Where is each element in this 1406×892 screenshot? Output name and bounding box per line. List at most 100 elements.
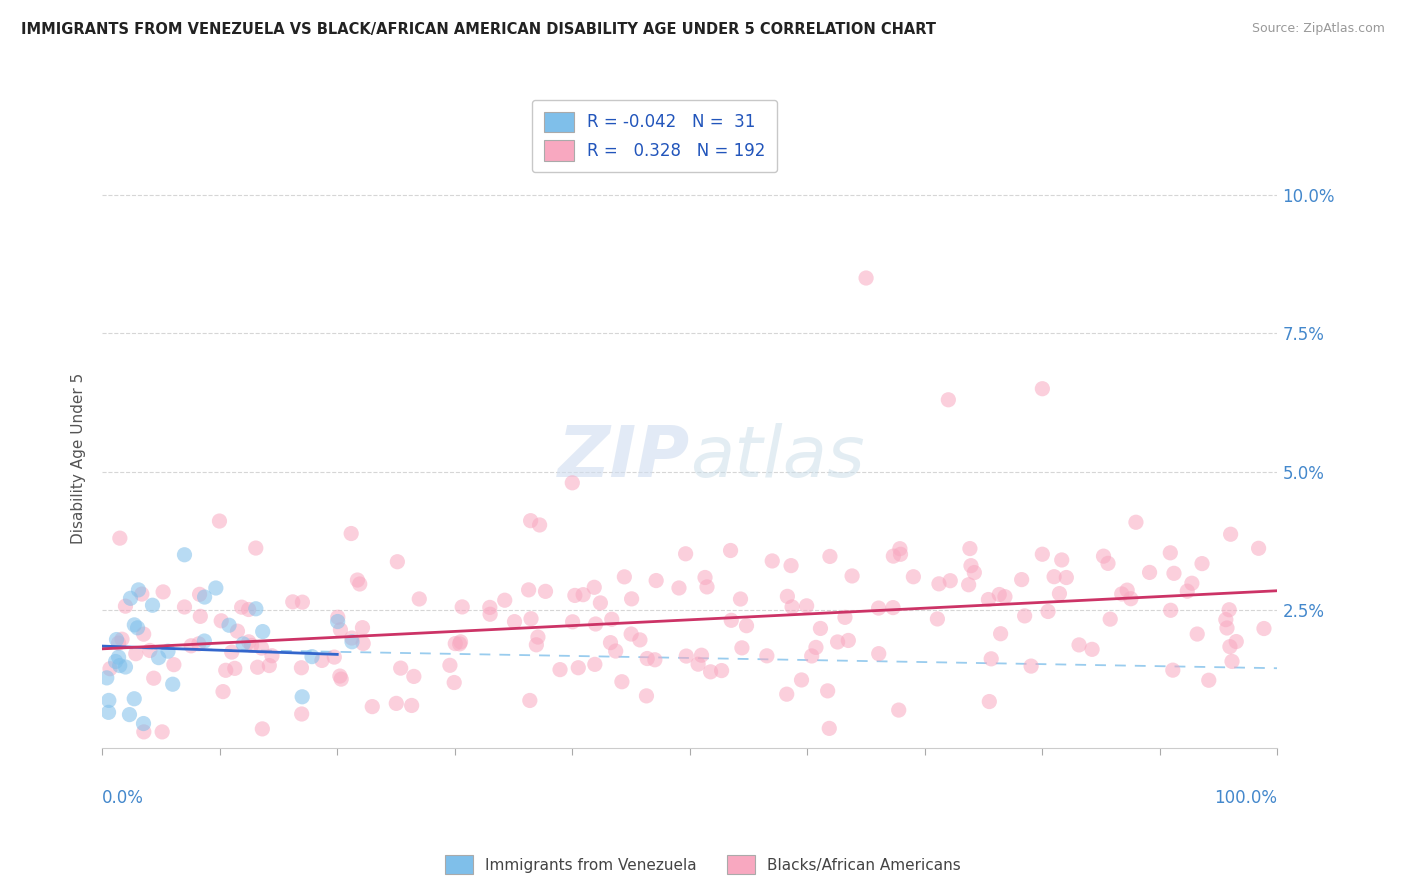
Point — [1019, 659, 1042, 673]
Point — [240, 639, 263, 653]
Point — [209, 614, 232, 628]
Point — [1111, 587, 1133, 601]
Point — [1054, 570, 1077, 584]
Point — [589, 596, 612, 610]
Point — [620, 591, 643, 606]
Point — [346, 573, 368, 587]
Point — [583, 580, 606, 594]
Point — [841, 569, 863, 583]
Point — [1014, 608, 1036, 623]
Point — [887, 703, 910, 717]
Point — [252, 624, 274, 639]
Point — [1097, 557, 1119, 571]
Point — [118, 707, 141, 722]
Point — [927, 612, 949, 626]
Point — [735, 618, 758, 632]
Point — [152, 585, 174, 599]
Point — [361, 699, 384, 714]
Point — [125, 647, 148, 661]
Text: IMMIGRANTS FROM VENEZUELA VS BLACK/AFRICAN AMERICAN DISABILITY AGE UNDER 5 CORRE: IMMIGRANTS FROM VENEZUELA VS BLACK/AFRIC… — [21, 22, 936, 37]
Point — [620, 627, 643, 641]
Point — [340, 526, 363, 541]
Point — [1159, 546, 1181, 560]
Point — [561, 475, 583, 490]
Point — [311, 653, 333, 667]
Text: Source: ZipAtlas.com: Source: ZipAtlas.com — [1251, 22, 1385, 36]
Point — [1191, 557, 1213, 571]
Point — [188, 587, 211, 601]
Point — [1163, 566, 1185, 581]
Point — [636, 651, 658, 665]
Point — [529, 518, 551, 533]
Point — [205, 581, 228, 595]
Point — [163, 657, 186, 672]
Point — [645, 574, 668, 588]
Point — [290, 661, 312, 675]
Point — [693, 570, 716, 584]
Point — [250, 641, 273, 656]
Point — [519, 693, 541, 707]
Point — [150, 724, 173, 739]
Point — [800, 648, 823, 663]
Point — [1049, 586, 1071, 600]
Point — [979, 694, 1001, 708]
Point — [1218, 603, 1240, 617]
Point — [120, 591, 142, 606]
Point — [479, 607, 502, 622]
Point — [97, 706, 120, 720]
Point — [527, 630, 550, 644]
Point — [776, 687, 799, 701]
Point — [98, 662, 121, 676]
Point — [868, 601, 890, 615]
Point — [939, 574, 962, 588]
Point — [599, 635, 621, 649]
Point — [1036, 605, 1059, 619]
Point — [401, 698, 423, 713]
Point — [710, 664, 733, 678]
Point — [323, 650, 346, 665]
Point — [731, 640, 754, 655]
Point — [688, 657, 710, 672]
Point — [519, 514, 541, 528]
Point — [583, 657, 606, 672]
Point — [187, 637, 209, 651]
Point — [613, 570, 636, 584]
Point — [980, 652, 1002, 666]
Point — [131, 587, 153, 601]
Point — [959, 541, 981, 556]
Point — [340, 634, 363, 648]
Point — [259, 658, 281, 673]
Point — [281, 595, 304, 609]
Point — [517, 582, 540, 597]
Point — [889, 547, 911, 561]
Point — [1181, 576, 1204, 591]
Point — [720, 613, 742, 627]
Point — [1198, 673, 1220, 688]
Point — [1160, 603, 1182, 617]
Point — [349, 577, 371, 591]
Point — [960, 558, 983, 573]
Point — [451, 599, 474, 614]
Point — [548, 663, 571, 677]
Point — [107, 650, 129, 665]
Point — [1011, 573, 1033, 587]
Point — [291, 595, 314, 609]
Text: ZIP: ZIP — [558, 424, 690, 492]
Text: atlas: atlas — [690, 424, 865, 492]
Point — [291, 706, 314, 721]
Point — [1216, 621, 1239, 635]
Point — [636, 689, 658, 703]
Point — [1031, 547, 1053, 561]
Point — [215, 663, 238, 677]
Point — [188, 609, 211, 624]
Point — [730, 592, 752, 607]
Point — [132, 627, 155, 641]
Point — [957, 578, 980, 592]
Point — [107, 636, 129, 650]
Point — [301, 649, 323, 664]
Point — [834, 610, 856, 624]
Point — [1125, 515, 1147, 529]
Point — [329, 623, 352, 637]
Point — [127, 582, 149, 597]
Point — [122, 691, 145, 706]
